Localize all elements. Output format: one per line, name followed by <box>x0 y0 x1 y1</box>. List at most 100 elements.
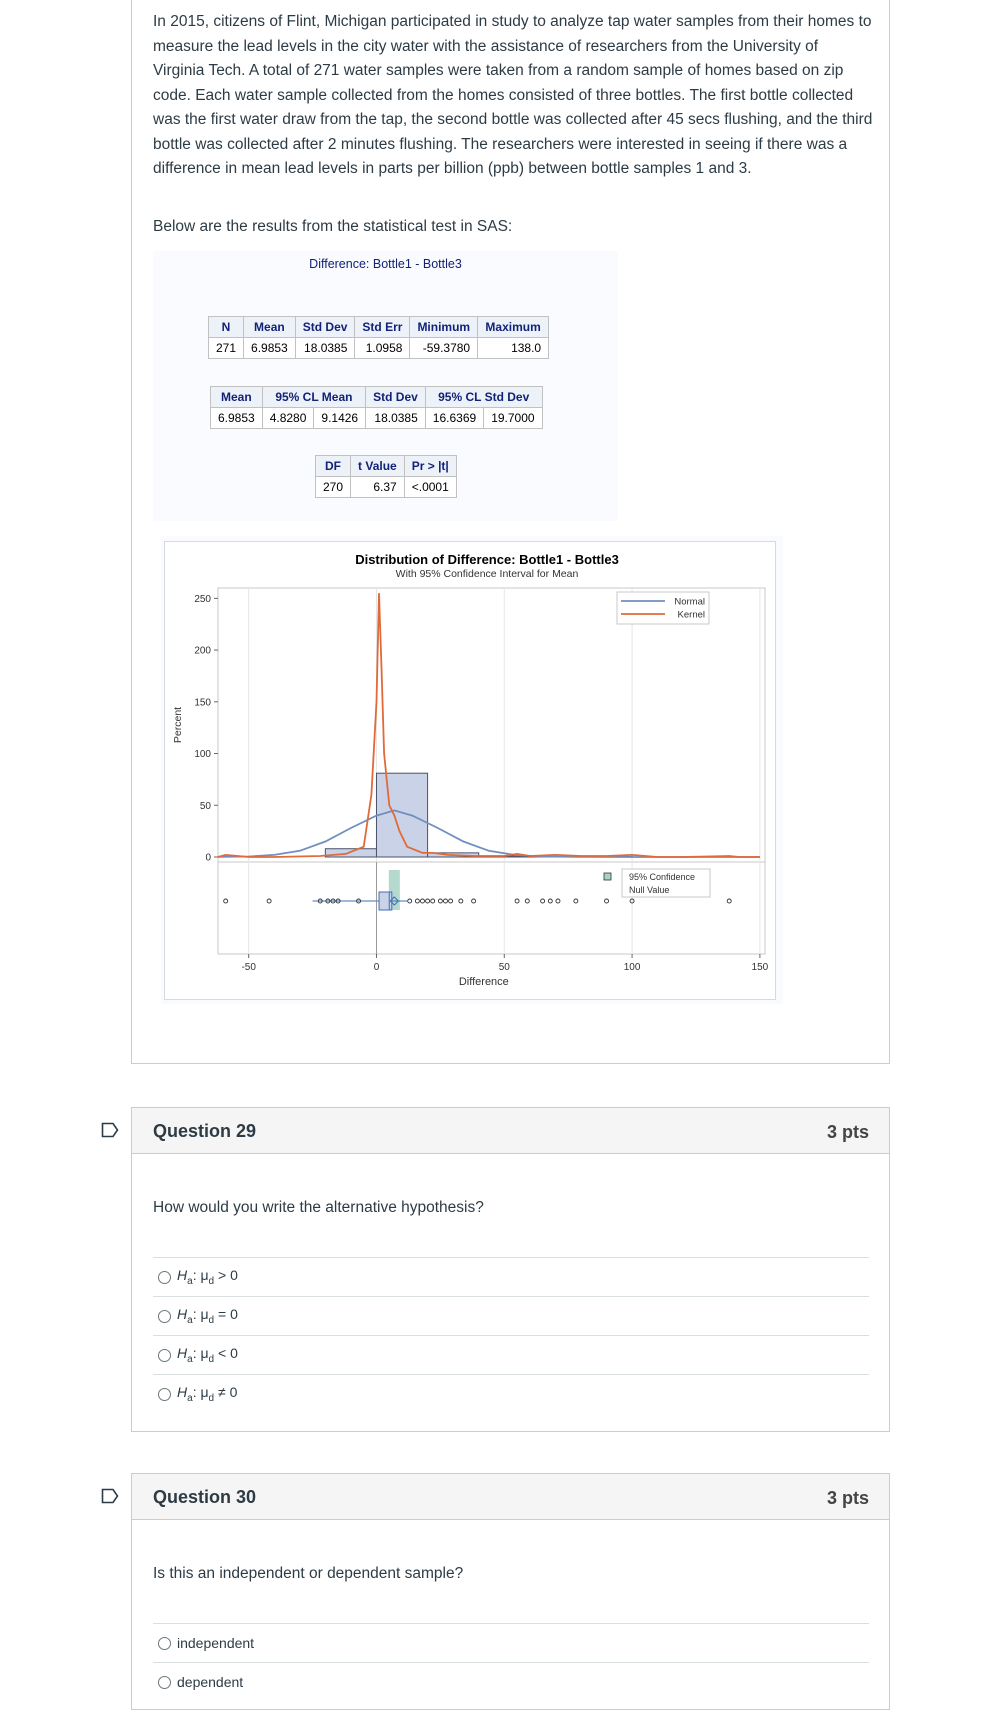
boxplot-mean <box>389 896 400 906</box>
outlier-point <box>573 898 579 904</box>
answer-option[interactable]: Ha: μd ≠ 0 <box>153 1374 869 1413</box>
outlier-point <box>266 898 272 904</box>
y-tick-label: 200 <box>194 646 211 657</box>
outlier-point <box>414 898 420 904</box>
legend-label: Normal <box>674 597 705 608</box>
radio-button[interactable] <box>158 1270 171 1284</box>
answer-label: Ha: μd = 0 <box>177 1306 238 1326</box>
question-29-body: How would you write the alternative hypo… <box>131 1154 890 1432</box>
density-curve-normal <box>217 809 760 858</box>
legend-label: Null Value <box>629 885 669 895</box>
answer-label: Ha: μd ≠ 0 <box>177 1384 238 1404</box>
radio-button[interactable] <box>158 1309 171 1323</box>
outlier-point <box>330 898 336 904</box>
outlier-point <box>443 898 448 904</box>
outlier-point <box>514 898 520 904</box>
answer-label: dependent <box>177 1674 244 1690</box>
table-header: N <box>207 316 245 338</box>
table-cell: 6.37 <box>350 476 405 498</box>
table-header: t Value <box>350 455 405 477</box>
radio-button[interactable] <box>158 1636 171 1650</box>
table-cell: 9.1426 <box>313 407 367 429</box>
outlier-point <box>547 898 553 904</box>
sas-output: Difference: Bottle1 - Bottle3 N Mean Std… <box>153 251 618 521</box>
table-cell: 6.9853 <box>243 337 296 359</box>
y-tick-label: 100 <box>194 749 211 760</box>
answer-option[interactable]: dependent <box>153 1662 869 1701</box>
ttest-table: DF t Value Pr > |t| 270 6.37 <.0001 <box>314 455 457 498</box>
legend-box <box>621 868 711 898</box>
table-cell: 16.6369 <box>424 407 485 429</box>
table-header: Mean <box>210 386 263 408</box>
summary-stats-table: N Mean Std Dev Std Err Minimum Maximum 2… <box>207 316 550 359</box>
density-curve-kernel <box>217 593 760 858</box>
x-tick-label: 0 <box>374 962 380 973</box>
plot-area <box>217 587 766 863</box>
radio-button[interactable] <box>158 1348 171 1362</box>
x-tick-label: -50 <box>241 962 256 973</box>
y-tick-label: 150 <box>194 697 211 708</box>
sas-output-title: Difference: Bottle1 - Bottle3 <box>309 257 462 271</box>
radio-button[interactable] <box>158 1387 171 1401</box>
x-tick-label: 50 <box>499 962 511 973</box>
table-cell: -59.3780 <box>409 337 479 359</box>
answer-option[interactable]: independent <box>153 1623 869 1662</box>
legend-label: Kernel <box>678 610 705 621</box>
outlier-point <box>540 898 546 904</box>
y-tick-label: 50 <box>200 801 212 812</box>
question-text: How would you write the alternative hypo… <box>153 1199 484 1216</box>
table-header: 95% CL Mean <box>261 386 367 408</box>
table-cell: 271 <box>207 337 245 359</box>
confidence-band <box>388 870 400 910</box>
distribution-plot: Distribution of Difference: Bottle1 - Bo… <box>161 536 783 1004</box>
chart-subtitle: With 95% Confidence Interval for Mean <box>396 568 579 580</box>
table-cell: 4.8280 <box>261 407 315 429</box>
table-header: Minimum <box>409 316 479 338</box>
x-axis-label: Difference <box>459 976 509 988</box>
question-30-header: Question 30 3 pts <box>131 1473 890 1520</box>
outlier-point <box>471 898 477 904</box>
answer-option[interactable]: Ha: μd = 0 <box>153 1296 869 1335</box>
distribution-chart-svg: Distribution of Difference: Bottle1 - Bo… <box>164 541 776 1000</box>
outlier-point <box>317 898 323 904</box>
answer-list: Ha: μd > 0 Ha: μd = 0 Ha: μd < 0 Ha: μd … <box>153 1257 869 1413</box>
answer-option[interactable]: Ha: μd < 0 <box>153 1335 869 1374</box>
confidence-limits-table: Mean 95% CL Mean Std Dev 95% CL Std Dev … <box>210 386 543 429</box>
table-cell: 138.0 <box>477 337 550 359</box>
radio-button[interactable] <box>158 1675 171 1689</box>
question-29-header: Question 29 3 pts <box>131 1107 890 1154</box>
chart-title: Distribution of Difference: Bottle1 - Bo… <box>355 552 619 567</box>
legend-label: 95% Confidence <box>629 872 695 882</box>
outlier-point <box>726 898 732 904</box>
outlier-point <box>604 898 609 904</box>
context-card: In 2015, citizens of Flint, Michigan par… <box>131 0 890 1064</box>
table-header: Maximum <box>477 316 550 338</box>
histogram-bar <box>375 772 429 858</box>
question-points: 3 pts <box>826 1122 869 1142</box>
answer-option[interactable]: Ha: μd > 0 <box>153 1257 869 1296</box>
outlier-point <box>430 898 436 904</box>
outlier-point <box>629 898 635 904</box>
boxplot-box <box>378 891 393 911</box>
answer-label: independent <box>177 1635 255 1651</box>
table-header: 95% CL Std Dev <box>424 386 543 408</box>
table-header: DF <box>314 455 352 477</box>
outlier-point <box>325 898 331 904</box>
results-lead-in: Below are the results from the statistic… <box>153 218 513 235</box>
legend-swatch <box>603 872 612 881</box>
table-cell: 6.9853 <box>210 407 263 429</box>
question-points: 3 pts <box>826 1488 869 1508</box>
table-header: Std Dev <box>294 316 356 338</box>
answer-label: Ha: μd < 0 <box>177 1345 238 1365</box>
table-header: Mean <box>243 316 296 338</box>
x-tick-label: 100 <box>624 962 641 973</box>
outlier-point <box>356 898 362 904</box>
flag-question-icon[interactable] <box>101 1122 119 1138</box>
y-tick-label: 0 <box>205 853 211 864</box>
flag-question-icon[interactable] <box>101 1488 119 1504</box>
question-title: Question 30 <box>153 1487 257 1507</box>
outlier-point <box>407 898 413 904</box>
table-header: Std Dev <box>365 386 426 408</box>
outlier-point <box>458 898 464 904</box>
table-cell: <.0001 <box>403 476 457 498</box>
